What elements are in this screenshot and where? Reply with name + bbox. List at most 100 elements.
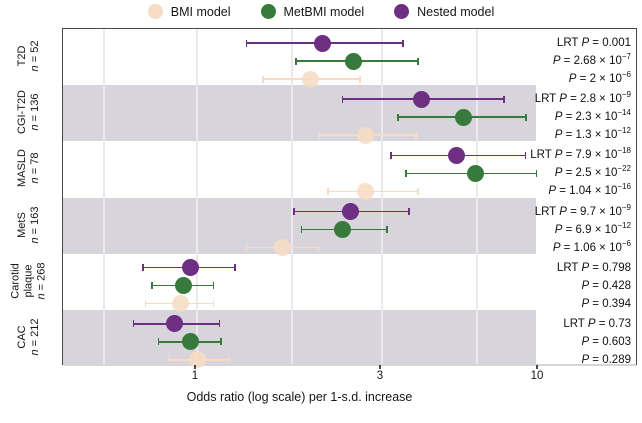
pvalue-annotation: P = 2 × 10−6: [568, 69, 631, 85]
pvalue-annotation: P = 1.3 × 10−12: [554, 126, 631, 141]
legend-label: Nested model: [417, 4, 495, 19]
legend-dot-icon: [394, 4, 410, 19]
error-bar-cap: [415, 131, 417, 139]
error-bar-cap: [417, 57, 419, 65]
error-bar-cap: [212, 300, 215, 308]
legend-label: MetBMI model: [283, 4, 365, 19]
gridline: [291, 29, 293, 364]
x-tick-mark: [536, 365, 538, 369]
error-bar-cap: [408, 208, 410, 215]
data-point-bmi: [357, 182, 375, 200]
legend-item-metbmi: MetBMI model: [260, 4, 365, 19]
legend-item-bmi: BMI model: [147, 4, 231, 19]
data-point-nested: [412, 90, 430, 108]
pvalue-column: [536, 29, 636, 364]
gridline: [381, 29, 383, 364]
error-bar-cap: [300, 226, 303, 233]
legend-dot-icon: [260, 4, 276, 19]
pvalue-annotation: P = 0.289: [581, 353, 631, 366]
x-tick-label: 3: [376, 370, 384, 382]
category-label: MASLD n = 78: [16, 149, 41, 188]
error-bar-cap: [317, 244, 320, 251]
data-point-bmi: [301, 70, 319, 88]
pvalue-annotation: P = 6.9 × 10−12: [554, 220, 631, 236]
pvalue-annotation: P = 1.04 × 10−16: [548, 182, 631, 198]
error-bar-cap: [359, 75, 361, 83]
legend-dot-icon: [147, 4, 163, 19]
data-point-metbmi: [182, 333, 200, 351]
error-bar-cap: [327, 187, 329, 195]
error-bar-cap: [144, 300, 147, 308]
error-bar-cap: [417, 187, 419, 195]
gridline: [476, 29, 478, 364]
error-bar-cap: [151, 282, 153, 290]
pvalue-annotation: P = 0.394: [581, 297, 631, 310]
error-bar-cap: [234, 264, 236, 272]
x-tick-mark: [194, 365, 196, 369]
pvalue-annotation: P = 2.3 × 10−14: [554, 108, 631, 123]
error-bar-cap: [318, 131, 321, 139]
error-bar-cap: [142, 264, 144, 272]
error-bar-cap: [220, 338, 222, 346]
error-bar-cap: [524, 151, 527, 159]
x-tick-mark: [379, 365, 381, 369]
error-bar-cap: [390, 151, 392, 159]
gridline: [196, 29, 198, 364]
legend-item-nested: Nested model: [394, 4, 494, 19]
error-bar-cap: [218, 320, 221, 328]
data-point-metbmi: [333, 221, 351, 238]
error-bar-cap: [245, 39, 248, 47]
gridline: [103, 29, 105, 364]
pvalue-annotation: P = 2.68 × 10−7: [552, 51, 631, 67]
pvalue-annotation: P = 0.603: [581, 335, 631, 348]
error-bar-cap: [386, 226, 388, 233]
x-tick-label: 10: [530, 370, 544, 382]
data-point-bmi: [171, 295, 189, 313]
error-bar-cap: [245, 244, 248, 251]
x-tick-label: 1: [191, 370, 199, 382]
data-point-nested: [165, 315, 183, 333]
data-point-nested: [314, 34, 332, 52]
data-point-nested: [342, 203, 360, 220]
data-point-metbmi: [454, 108, 472, 126]
legend-label: BMI model: [170, 4, 231, 19]
error-bar-cap: [295, 57, 297, 65]
data-point-bmi: [273, 239, 291, 256]
error-bar-cap: [402, 39, 404, 47]
data-point-nested: [182, 259, 200, 277]
error-bar-cap: [293, 208, 295, 215]
category-label: CAC n = 212: [16, 318, 41, 356]
pvalue-annotation: LRT P = 9.7 × 10−9: [534, 202, 631, 218]
x-axis-title: Odds ratio (log scale) per 1-s.d. increa…: [186, 390, 413, 404]
pvalue-annotation: LRT P = 2.8 × 10−9: [534, 90, 631, 105]
category-label: MetS n = 163: [16, 206, 41, 244]
error-bar-cap: [157, 338, 160, 346]
error-bar-cap: [525, 113, 527, 121]
pvalue-annotation: P = 0.428: [581, 279, 631, 292]
error-bar-cap: [262, 75, 264, 83]
category-label: T2D n = 52: [16, 40, 41, 72]
pvalue-annotation: LRT P = 7.9 × 10−18: [530, 146, 631, 162]
legend: BMI model MetBMI model Nested model: [0, 4, 642, 19]
pvalue-annotation: LRT P = 0.798: [556, 261, 631, 274]
error-bar-cap: [212, 282, 215, 290]
pvalue-annotation: LRT P = 0.73: [563, 317, 631, 330]
data-point-bmi: [189, 351, 207, 369]
data-point-bmi: [357, 126, 375, 144]
data-point-metbmi: [345, 52, 363, 70]
error-bar-cap: [228, 356, 231, 364]
category-label: Carotid plaque n = 268: [9, 262, 48, 300]
pvalue-annotation: LRT P = 0.001: [556, 36, 631, 49]
data-point-nested: [448, 146, 466, 164]
data-point-metbmi: [175, 277, 193, 295]
error-bar-cap: [341, 95, 344, 103]
pvalue-annotation: P = 1.06 × 10−6: [552, 238, 631, 254]
error-bar-cap: [405, 169, 407, 177]
category-label: CGI-T2D n = 136: [16, 90, 41, 135]
plot-area: LRT P = 0.001 P = 2.68 × 10−7 P = 2 × 10−6…: [62, 28, 637, 369]
error-bar-cap: [397, 113, 399, 121]
error-bar-cap: [535, 169, 538, 177]
data-point-metbmi: [467, 164, 485, 182]
error-bar-cap: [167, 356, 170, 364]
